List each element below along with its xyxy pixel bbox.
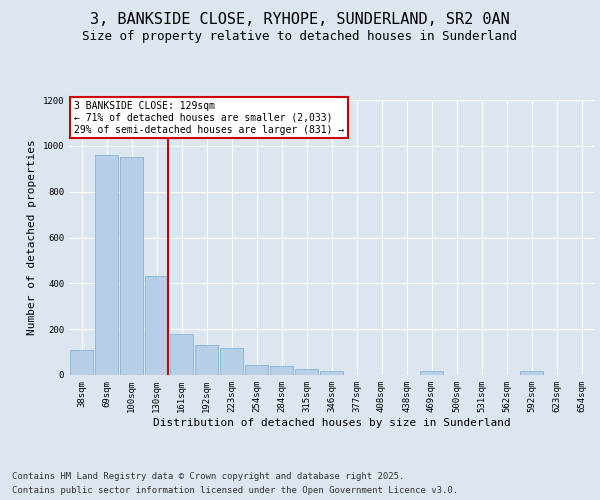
Text: Contains public sector information licensed under the Open Government Licence v3: Contains public sector information licen… bbox=[12, 486, 458, 495]
Text: Size of property relative to detached houses in Sunderland: Size of property relative to detached ho… bbox=[83, 30, 517, 43]
Bar bbox=[520, 371, 543, 375]
Bar bbox=[320, 371, 343, 375]
Bar bbox=[145, 276, 168, 375]
Y-axis label: Number of detached properties: Number of detached properties bbox=[27, 140, 37, 336]
Bar bbox=[270, 366, 293, 375]
Bar bbox=[95, 155, 118, 375]
Text: Contains HM Land Registry data © Crown copyright and database right 2025.: Contains HM Land Registry data © Crown c… bbox=[12, 472, 404, 481]
Bar bbox=[120, 158, 143, 375]
Bar bbox=[420, 371, 443, 375]
Bar bbox=[170, 334, 193, 375]
Bar bbox=[295, 370, 318, 375]
Bar bbox=[195, 345, 218, 375]
Bar bbox=[220, 348, 243, 375]
Bar bbox=[245, 364, 268, 375]
Text: 3 BANKSIDE CLOSE: 129sqm
← 71% of detached houses are smaller (2,033)
29% of sem: 3 BANKSIDE CLOSE: 129sqm ← 71% of detach… bbox=[74, 102, 344, 134]
X-axis label: Distribution of detached houses by size in Sunderland: Distribution of detached houses by size … bbox=[152, 418, 511, 428]
Text: 3, BANKSIDE CLOSE, RYHOPE, SUNDERLAND, SR2 0AN: 3, BANKSIDE CLOSE, RYHOPE, SUNDERLAND, S… bbox=[90, 12, 510, 28]
Bar bbox=[70, 350, 93, 375]
